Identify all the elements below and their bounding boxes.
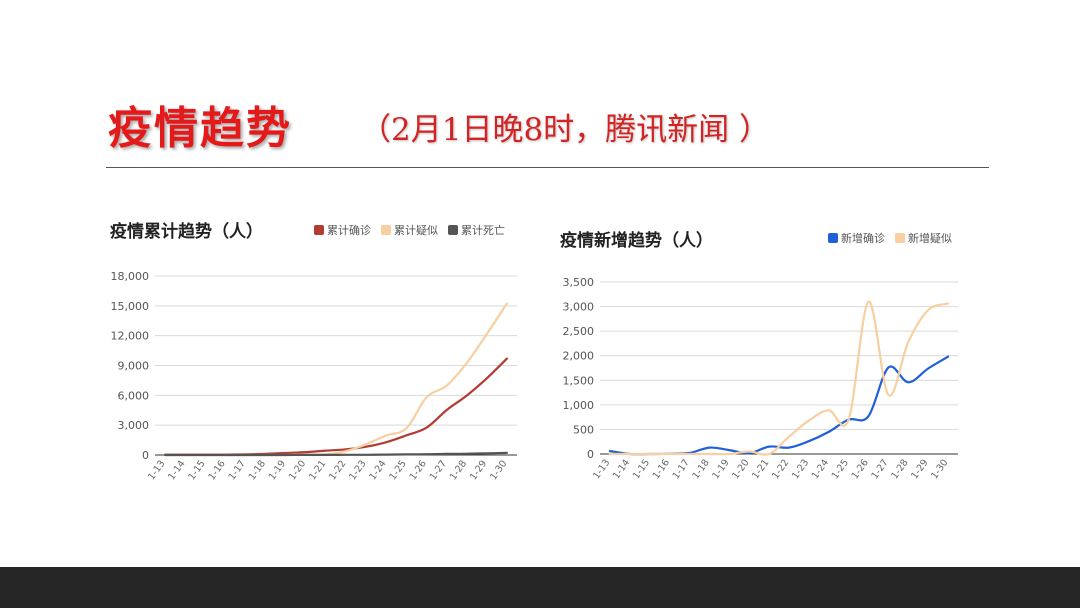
- y-tick-label: 3,500: [563, 276, 595, 289]
- daily-new-chart-legend: 新增确诊 新增疑似: [828, 230, 952, 246]
- legend-swatch: [828, 233, 838, 243]
- title-divider: [106, 167, 989, 168]
- legend-label: 累计确诊: [327, 224, 371, 237]
- x-tick-label: 1-23: [790, 457, 811, 481]
- x-tick-label: 1-30: [929, 457, 950, 481]
- legend-swatch: [895, 233, 905, 243]
- x-tick-label: 1-20: [730, 457, 751, 481]
- legend-item: 累计疑似: [381, 222, 438, 238]
- x-tick-label: 1-18: [690, 457, 711, 481]
- legend-label: 累计死亡: [461, 224, 505, 237]
- x-tick-label: 1-22: [770, 457, 791, 481]
- x-tick-label: 1-26: [408, 458, 429, 482]
- series-line: [164, 357, 508, 456]
- x-tick-label: 1-21: [750, 457, 771, 481]
- x-tick-label: 1-18: [247, 458, 268, 482]
- y-tick-label: 9,000: [118, 360, 150, 373]
- y-tick-label: 3,000: [118, 419, 150, 432]
- x-tick-label: 1-28: [448, 458, 469, 482]
- daily-new-chart-title: 疫情新增趋势（人）: [560, 231, 713, 251]
- x-tick-label: 1-28: [889, 457, 910, 481]
- x-tick-label: 1-20: [287, 458, 308, 482]
- footer-bar: [0, 567, 1080, 608]
- x-tick-label: 1-24: [367, 458, 388, 482]
- legend-item: 新增确诊: [828, 230, 885, 246]
- legend-label: 新增疑似: [908, 232, 952, 245]
- x-tick-label: 1-19: [267, 458, 288, 482]
- slide-title: 疫情趋势: [108, 103, 292, 154]
- legend-item: 累计确诊: [314, 222, 371, 238]
- y-tick-label: 1,500: [563, 374, 595, 387]
- cumulative-chart: 03,0006,0009,00012,00015,00018,0001-131-…: [111, 270, 517, 482]
- x-tick-label: 1-30: [488, 458, 509, 482]
- x-tick-label: 1-29: [909, 457, 930, 481]
- x-tick-label: 1-14: [611, 457, 632, 481]
- x-tick-label: 1-27: [428, 458, 449, 482]
- series-line: [164, 302, 508, 457]
- x-tick-label: 1-17: [227, 458, 248, 482]
- cumulative-chart-legend: 累计确诊 累计疑似 累计死亡: [314, 222, 505, 238]
- x-tick-label: 1-29: [468, 458, 489, 482]
- daily-new-chart: 05001,0001,5002,0002,5003,0003,5001-131-…: [563, 276, 958, 481]
- y-tick-label: 0: [587, 448, 594, 461]
- legend-label: 新增确诊: [841, 232, 885, 245]
- x-tick-label: 1-23: [347, 458, 368, 482]
- series-line: [164, 451, 508, 457]
- legend-item: 累计死亡: [448, 222, 505, 238]
- legend-swatch: [448, 225, 458, 235]
- x-tick-label: 1-26: [850, 457, 871, 481]
- legend-item: 新增疑似: [895, 230, 952, 246]
- y-tick-label: 0: [142, 449, 149, 462]
- slide-subtitle: （2月1日晚8时，腾讯新闻 ）: [360, 112, 771, 148]
- y-tick-label: 2,500: [563, 325, 595, 338]
- x-tick-label: 1-16: [651, 457, 672, 481]
- x-tick-label: 1-25: [830, 457, 851, 481]
- x-tick-label: 1-22: [327, 458, 348, 482]
- y-tick-label: 2,000: [563, 350, 595, 363]
- x-tick-label: 1-16: [206, 458, 227, 482]
- x-tick-label: 1-14: [166, 458, 187, 482]
- y-tick-label: 1,000: [563, 399, 595, 412]
- x-tick-label: 1-15: [186, 458, 207, 482]
- x-tick-label: 1-24: [810, 457, 831, 481]
- x-tick-label: 1-17: [671, 457, 692, 481]
- x-tick-label: 1-13: [591, 457, 612, 481]
- y-tick-label: 15,000: [111, 300, 150, 313]
- y-tick-label: 500: [573, 423, 594, 436]
- x-tick-label: 1-13: [146, 458, 167, 482]
- y-tick-label: 3,000: [563, 301, 595, 314]
- cumulative-chart-title: 疫情累计趋势（人）: [110, 222, 263, 242]
- y-tick-label: 18,000: [111, 270, 150, 283]
- series-line: [608, 300, 950, 456]
- x-tick-label: 1-27: [869, 457, 890, 481]
- y-tick-label: 12,000: [111, 330, 150, 343]
- legend-label: 累计疑似: [394, 224, 438, 237]
- x-tick-label: 1-19: [710, 457, 731, 481]
- x-tick-label: 1-21: [307, 458, 328, 482]
- series-line: [608, 355, 950, 456]
- legend-swatch: [314, 225, 324, 235]
- legend-swatch: [381, 225, 391, 235]
- x-tick-label: 1-25: [387, 458, 408, 482]
- y-tick-label: 6,000: [118, 389, 150, 402]
- x-tick-label: 1-15: [631, 457, 652, 481]
